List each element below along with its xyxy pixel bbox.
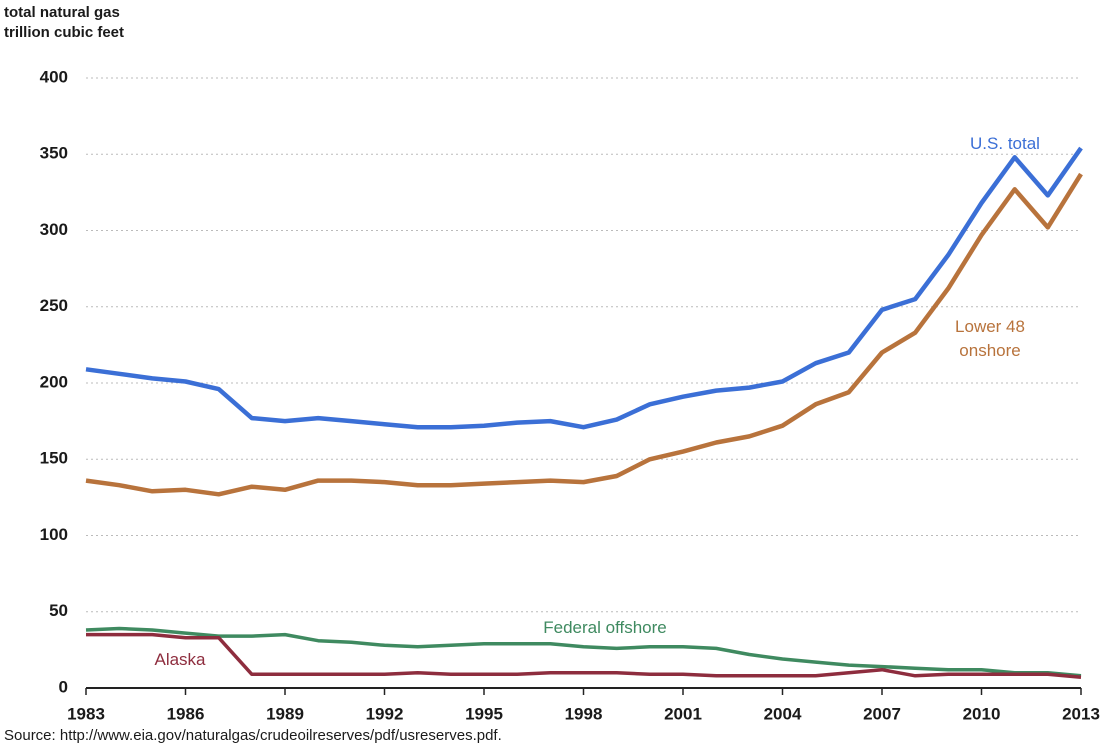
series-label: Federal offshore [543,618,667,637]
series-line [85,626,1082,678]
y-tick-label: 350 [40,144,68,163]
y-tick-label: 300 [40,220,68,239]
series-label: Alaska [154,650,206,669]
x-tick-label: 1998 [565,704,603,723]
x-tick-label: 2013 [1062,704,1100,723]
y-tick-label: 150 [40,449,68,468]
y-tick-label: 50 [49,601,68,620]
y-tick-label: 0 [59,677,68,696]
x-tick-label: 2004 [764,704,802,723]
series-label: U.S. total [970,134,1040,153]
y-axis-title: trillion cubic feet [4,24,125,41]
x-tick-label: 1989 [266,704,304,723]
x-tick-label: 1992 [366,704,404,723]
x-tick-label: 1986 [167,704,205,723]
series-line [85,172,1083,497]
x-tick-label: 2010 [963,704,1001,723]
y-tick-label: 250 [40,296,68,315]
x-tick-label: 1995 [465,704,503,723]
x-tick-label: 2007 [863,704,901,723]
series-line [85,146,1083,430]
y-axis-title: total natural gas [4,4,120,21]
y-tick-label: 200 [40,372,68,391]
source-note: Source: http://www.eia.gov/naturalgas/cr… [4,727,502,744]
y-tick-label: 100 [40,525,68,544]
x-tick-label: 1983 [67,704,105,723]
y-tick-label: 400 [40,67,68,86]
series-line [86,632,1082,680]
series-label: Lower 48 onshore [955,317,1025,360]
x-tick-label: 2001 [664,704,702,723]
